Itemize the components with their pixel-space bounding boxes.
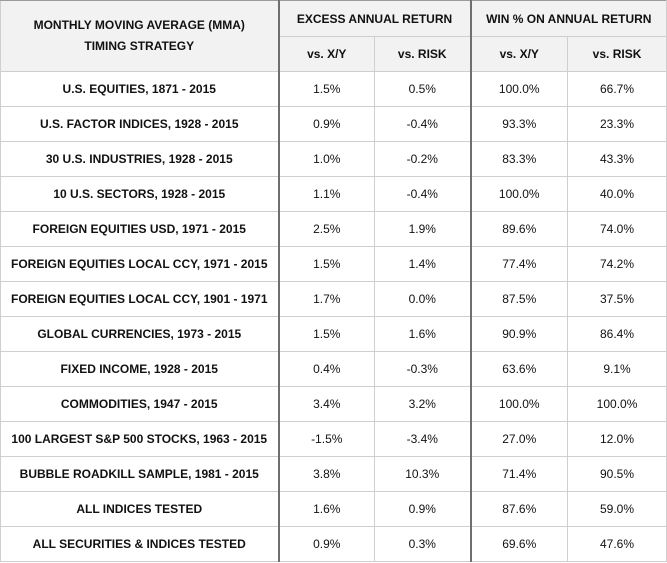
row-label: ALL INDICES TESTED [0, 491, 279, 527]
row-label: U.S. FACTOR INDICES, 1928 - 2015 [0, 106, 279, 142]
win-vs-xy-cell: 90.9% [469, 316, 569, 352]
win-vs-xy-cell: 100.0% [469, 176, 569, 212]
excess-vs-risk-cell: 0.9% [373, 491, 472, 527]
row-label: 100 LARGEST S&P 500 STOCKS, 1963 - 2015 [0, 421, 279, 457]
win-vs-risk-cell: 37.5% [567, 281, 667, 317]
win-vs-xy-cell: 87.6% [469, 491, 569, 527]
table-row: U.S. EQUITIES, 1871 - 2015 1.5% 0.5% 100.0%… [0, 71, 667, 107]
excess-vs-xy-cell: 1.7% [277, 281, 375, 317]
excess-vs-risk-cell: -0.3% [373, 351, 472, 387]
table-row: GLOBAL CURRENCIES, 1973 - 2015 1.5% 1.6% 90… [0, 316, 667, 352]
row-label: FIXED INCOME, 1928 - 2015 [0, 351, 279, 387]
row-label: FOREIGN EQUITIES USD, 1971 - 2015 [0, 211, 279, 247]
row-label: BUBBLE ROADKILL SAMPLE, 1981 - 2015 [0, 456, 279, 492]
win-vs-risk-cell: 40.0% [567, 176, 667, 212]
win-vs-risk-cell: 9.1% [567, 351, 667, 387]
row-label: U.S. EQUITIES, 1871 - 2015 [0, 71, 279, 107]
win-vs-risk-cell: 100.0% [567, 386, 667, 422]
win-vs-risk-cell: 74.0% [567, 211, 667, 247]
excess-vs-xy-cell: 0.9% [277, 526, 375, 562]
row-label: FOREIGN EQUITIES LOCAL CCY, 1901 - 1971 [0, 281, 279, 317]
excess-vs-risk-cell: 1.6% [373, 316, 472, 352]
win-pct-header: WIN % ON ANNUAL RETURN [469, 0, 667, 37]
win-vs-xy-cell: 87.5% [469, 281, 569, 317]
win-vs-xy-header: vs. X/Y [469, 36, 569, 72]
excess-vs-risk-cell: 0.3% [373, 526, 472, 562]
excess-vs-risk-cell: -0.2% [373, 141, 472, 177]
win-vs-xy-cell: 100.0% [469, 386, 569, 422]
table-row: COMMODITIES, 1947 - 2015 3.4% 3.2% 100.0% 10… [0, 386, 667, 422]
excess-vs-xy-cell: -1.5% [277, 421, 375, 457]
win-vs-xy-cell: 83.3% [469, 141, 569, 177]
row-label: 10 U.S. SECTORS, 1928 - 2015 [0, 176, 279, 212]
excess-vs-risk-cell: 3.2% [373, 386, 472, 422]
table-row: BUBBLE ROADKILL SAMPLE, 1981 - 2015 3.8% 1… [0, 456, 667, 492]
win-vs-risk-header: vs. RISK [567, 36, 667, 72]
win-vs-risk-cell: 90.5% [567, 456, 667, 492]
table-row: FIXED INCOME, 1928 - 2015 0.4% -0.3% 63.6% 9… [0, 351, 667, 387]
row-label: COMMODITIES, 1947 - 2015 [0, 386, 279, 422]
win-vs-xy-cell: 77.4% [469, 246, 569, 282]
win-vs-risk-cell: 43.3% [567, 141, 667, 177]
excess-vs-risk-cell: 10.3% [373, 456, 472, 492]
excess-vs-risk-cell: -3.4% [373, 421, 472, 457]
win-vs-xy-cell: 27.0% [469, 421, 569, 457]
excess-vs-xy-cell: 1.5% [277, 316, 375, 352]
excess-vs-xy-cell: 2.5% [277, 211, 375, 247]
strategy-title-line2: TIMING STRATEGY [84, 39, 195, 53]
row-label: GLOBAL CURRENCIES, 1973 - 2015 [0, 316, 279, 352]
excess-vs-xy-header: vs. X/Y [277, 36, 375, 72]
table-row: ALL INDICES TESTED 1.6% 0.9% 87.6% 59.0% [0, 491, 667, 527]
win-vs-xy-cell: 93.3% [469, 106, 569, 142]
win-vs-risk-cell: 12.0% [567, 421, 667, 457]
win-vs-risk-cell: 86.4% [567, 316, 667, 352]
table-row: 100 LARGEST S&P 500 STOCKS, 1963 - 2015-… [0, 421, 667, 457]
win-vs-xy-cell: 71.4% [469, 456, 569, 492]
excess-vs-risk-cell: 0.5% [373, 71, 472, 107]
row-label: FOREIGN EQUITIES LOCAL CCY, 1971 - 2015 [0, 246, 279, 282]
strategy-title-line1: MONTHLY MOVING AVERAGE (MMA) [33, 18, 245, 32]
table-row: ALL SECURITIES & INDICES TESTED 0.9% 0.3% 6… [0, 526, 667, 562]
excess-vs-risk-cell: -0.4% [373, 176, 472, 212]
excess-vs-xy-cell: 1.0% [277, 141, 375, 177]
strategy-header: MONTHLY MOVING AVERAGE (MMA) TIMING STRA… [0, 0, 279, 72]
excess-vs-xy-cell: 1.1% [277, 176, 375, 212]
row-label: 30 U.S. INDUSTRIES, 1928 - 2015 [0, 141, 279, 177]
excess-vs-xy-cell: 0.9% [277, 106, 375, 142]
table-row: FOREIGN EQUITIES LOCAL CCY, 1971 - 2015 1… [0, 246, 667, 282]
excess-vs-xy-cell: 1.5% [277, 71, 375, 107]
excess-vs-risk-header: vs. RISK [373, 36, 472, 72]
win-vs-risk-cell: 59.0% [567, 491, 667, 527]
win-vs-risk-cell: 74.2% [567, 246, 667, 282]
excess-vs-xy-cell: 1.5% [277, 246, 375, 282]
excess-vs-risk-cell: 0.0% [373, 281, 472, 317]
excess-vs-xy-cell: 0.4% [277, 351, 375, 387]
excess-vs-risk-cell: -0.4% [373, 106, 472, 142]
table-row: U.S. FACTOR INDICES, 1928 - 2015 0.9% -0.4… [0, 106, 667, 142]
excess-return-header: EXCESS ANNUAL RETURN [277, 0, 472, 37]
table-row: FOREIGN EQUITIES USD, 1971 - 2015 2.5% 1.9… [0, 211, 667, 247]
table-row: 30 U.S. INDUSTRIES, 1928 - 2015 1.0% -0.2%… [0, 141, 667, 177]
excess-vs-risk-cell: 1.4% [373, 246, 472, 282]
win-vs-xy-cell: 89.6% [469, 211, 569, 247]
win-vs-risk-cell: 66.7% [567, 71, 667, 107]
excess-vs-xy-cell: 3.4% [277, 386, 375, 422]
win-vs-xy-cell: 100.0% [469, 71, 569, 107]
excess-vs-xy-cell: 3.8% [277, 456, 375, 492]
win-vs-risk-cell: 47.6% [567, 526, 667, 562]
win-vs-risk-cell: 23.3% [567, 106, 667, 142]
table-row: 10 U.S. SECTORS, 1928 - 2015 1.1% -0.4% 100… [0, 176, 667, 212]
excess-vs-xy-cell: 1.6% [277, 491, 375, 527]
table-row: FOREIGN EQUITIES LOCAL CCY, 1901 - 1971 1… [0, 281, 667, 317]
excess-vs-risk-cell: 1.9% [373, 211, 472, 247]
win-vs-xy-cell: 69.6% [469, 526, 569, 562]
win-vs-xy-cell: 63.6% [469, 351, 569, 387]
row-label: ALL SECURITIES & INDICES TESTED [0, 526, 279, 562]
